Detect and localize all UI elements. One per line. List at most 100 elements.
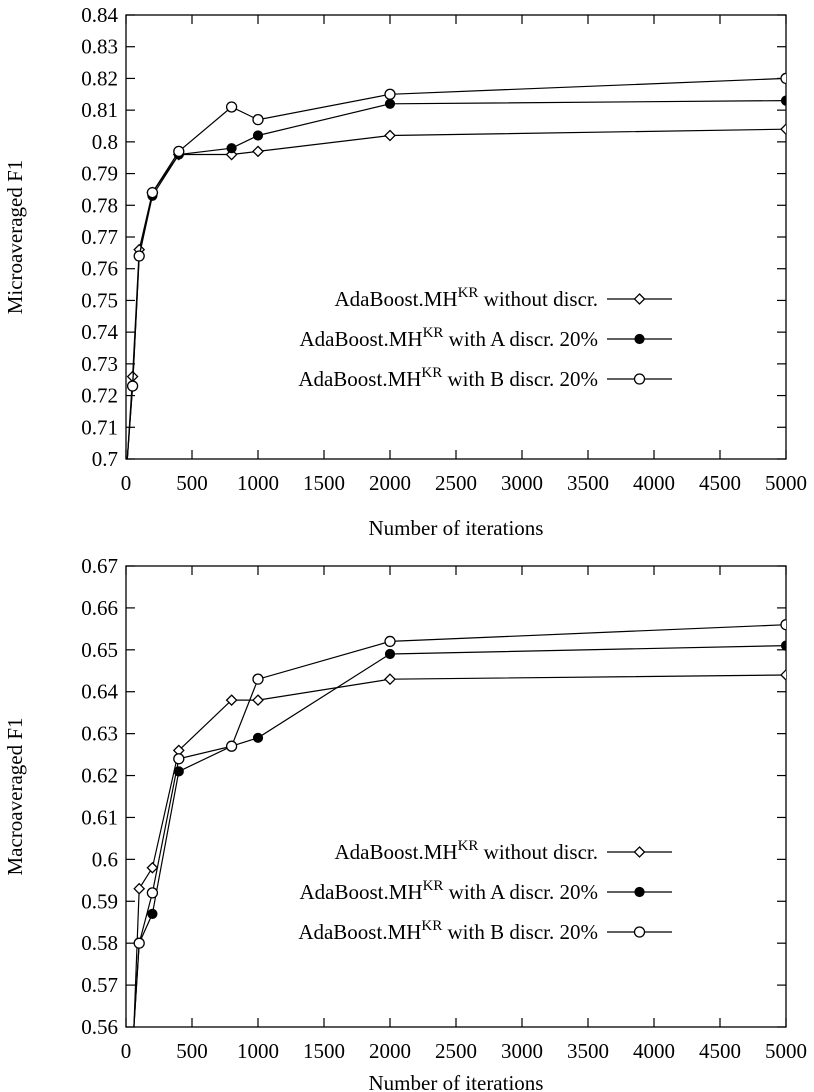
chart-panel-1: 0.7 0.71 0.72 0.73 0.74 0.75 0.76 0.77 0.78 0.79 0… [3, 3, 807, 540]
x-tick-label: 5000 [765, 471, 807, 495]
y-tick-label: 0.7 [92, 447, 118, 471]
x-tick-label: 1500 [303, 471, 345, 495]
series-line [126, 77, 786, 459]
y-axis-label: Macroaveraged F1 [3, 717, 27, 875]
x-tick-label: 4000 [633, 471, 675, 495]
x-tick-label: 3500 [567, 471, 609, 495]
legend-entry-label: AdaBoost.MHKR without discr. [334, 838, 598, 864]
data-point [780, 72, 786, 85]
x-tick-label: 4500 [699, 471, 741, 495]
x-tick-label: 5000 [765, 1039, 807, 1063]
legend-marker [634, 333, 645, 345]
y-tick-label: 0.81 [81, 98, 118, 122]
y-tick-label: 0.73 [81, 352, 118, 376]
data-point [384, 88, 396, 100]
x-tick-label: 3000 [501, 1039, 543, 1063]
legend-marker [633, 846, 646, 858]
data-point [225, 740, 238, 752]
data-point [252, 145, 264, 158]
data-point [147, 908, 158, 919]
y-tick-label: 0.76 [81, 257, 118, 281]
data-point [173, 753, 185, 765]
series-line [133, 624, 786, 1027]
x-tick-label: 500 [176, 471, 208, 495]
data-point [146, 887, 159, 899]
data-point [146, 861, 159, 874]
data-point [146, 186, 159, 199]
x-tick-label: 0 [121, 471, 132, 495]
legend-marker [633, 926, 646, 938]
x-tick-label: 2500 [435, 471, 477, 495]
data-point [780, 669, 786, 681]
y-tick-label: 0.75 [81, 288, 118, 312]
x-tick-label: 1000 [237, 1039, 279, 1063]
y-tick-label: 0.67 [81, 554, 118, 578]
y-tick-label: 0.57 [81, 973, 118, 997]
legend-entry-label: AdaBoost.MHKR with B discr. 20% [298, 365, 598, 391]
series-diamond [133, 669, 786, 1027]
y-tick-label: 0.65 [81, 638, 118, 662]
data-point [126, 380, 139, 392]
y-tick-label: 0.79 [81, 162, 118, 186]
y-tick-label: 0.59 [81, 889, 118, 913]
x-tick-label: 2500 [435, 1039, 477, 1063]
legend-marker [633, 373, 646, 385]
data-point [252, 673, 264, 685]
x-tick-label: 2000 [369, 1039, 411, 1063]
data-point [225, 694, 238, 707]
x-tick-label: 4500 [699, 1039, 741, 1063]
data-point [252, 130, 264, 141]
data-point [780, 95, 786, 106]
x-tick-label: 3500 [567, 1039, 609, 1063]
x-tick-label: 0 [121, 1039, 132, 1063]
y-tick-label: 0.72 [81, 384, 118, 408]
y-tick-label: 0.63 [81, 722, 118, 746]
data-point [780, 619, 786, 631]
data-point [133, 250, 145, 262]
chart-panel-2: 0.56 0.57 0.58 0.59 0.6 0.61 0.62 0.63 0.64 0.65 0… [3, 554, 807, 1092]
data-point [133, 937, 145, 949]
data-point [384, 129, 396, 142]
plot-frame [125, 565, 787, 1028]
y-tick-label: 0.83 [81, 35, 118, 59]
data-point [780, 123, 786, 136]
legend-entry-label: AdaBoost.MHKR with A discr. 20% [299, 325, 598, 351]
legend-entry-label: AdaBoost.MHKR with B discr. 20% [298, 918, 598, 944]
x-axis-label: Number of iterations [369, 516, 544, 540]
x-tick-label: 3000 [501, 471, 543, 495]
y-tick-label: 0.82 [81, 66, 118, 90]
y-tick-label: 0.58 [81, 931, 118, 955]
y-tick-label: 0.62 [81, 764, 118, 788]
x-tick-label: 1000 [237, 471, 279, 495]
data-point [384, 635, 396, 648]
x-axis-label: Number of iterations [369, 1071, 544, 1092]
data-point [173, 145, 185, 158]
y-tick-label: 0.84 [81, 3, 118, 27]
y-tick-label: 0.71 [81, 415, 118, 439]
y-tick-label: 0.77 [81, 225, 118, 249]
y-tick-label: 0.8 [92, 130, 118, 154]
data-point [384, 98, 396, 109]
legend-entry-label: AdaBoost.MHKR with A discr. 20% [299, 878, 598, 904]
x-tick-label: 500 [176, 1039, 208, 1063]
x-tick-label: 1500 [303, 1039, 345, 1063]
legend-marker [634, 886, 645, 898]
data-point [252, 694, 264, 707]
data-point [133, 882, 146, 895]
series-open-circle [126, 72, 786, 459]
y-tick-label: 0.78 [81, 193, 118, 217]
series-filled-circle [126, 95, 786, 459]
data-point [384, 673, 396, 686]
y-tick-label: 0.66 [81, 596, 118, 620]
data-point [226, 143, 237, 154]
data-point [252, 114, 264, 126]
data-point [780, 640, 786, 651]
x-tick-label: 4000 [633, 1039, 675, 1063]
data-point [225, 101, 238, 113]
y-tick-label: 0.61 [81, 805, 118, 829]
y-tick-label: 0.6 [92, 847, 118, 871]
plot-frame [125, 14, 787, 460]
legend-marker [633, 293, 646, 305]
y-axis-label: Microaveraged F1 [3, 160, 27, 315]
